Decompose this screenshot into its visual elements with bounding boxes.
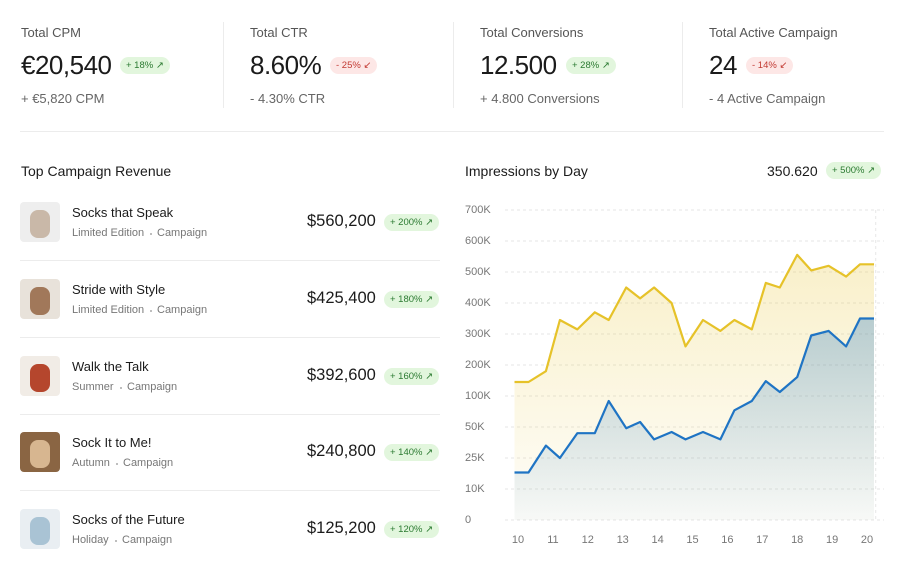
x-tick-label: 12 <box>582 534 594 546</box>
campaign-revenue: $125,200 <box>307 519 376 538</box>
chart-title: Impressions by Day <box>465 163 588 179</box>
x-tick-label: 13 <box>617 534 629 546</box>
kpi-sub: - 4 Active Campaign <box>709 91 826 106</box>
campaign-name: Socks that Speak <box>72 205 174 220</box>
dot <box>115 540 117 543</box>
kpi-label: Total CTR <box>250 25 308 40</box>
dot <box>150 309 152 312</box>
campaign-name: Sock It to Me! <box>72 435 152 451</box>
kpi-value: 8.60% <box>250 50 322 80</box>
campaign-revenue: $425,400 <box>307 288 376 307</box>
x-tick-label: 11 <box>547 534 558 546</box>
thumbnail <box>20 432 60 473</box>
campaign-name: Walk the Talk <box>72 358 149 374</box>
area <box>514 318 874 520</box>
summary-value: 350.620 <box>767 163 818 179</box>
dot <box>116 463 118 466</box>
campaign-badge: + 160% ↗ <box>384 367 440 385</box>
kpi-value: 24 <box>709 50 737 80</box>
kpi-sub: + 4.800 Conversions <box>480 91 600 106</box>
campaign-tag: Limited Edition <box>72 227 145 239</box>
campaign-badge: + 180% ↗ <box>384 290 440 308</box>
kpi-label: Total CPM <box>21 25 81 40</box>
campaign-kind: Campaign <box>123 457 174 470</box>
divider <box>20 131 884 132</box>
campaign-badge: + 200% ↗ <box>384 214 440 231</box>
column-divider <box>682 22 683 108</box>
kpi-badge: - 25% ↙ <box>330 57 378 74</box>
y-tick-label: 400K <box>465 297 491 309</box>
thumbnail-shape <box>30 363 50 392</box>
campaign-revenue: $560,200 <box>307 212 376 230</box>
row-divider <box>20 490 440 492</box>
x-tick-label: 10 <box>512 534 524 546</box>
x-tick-label: 18 <box>791 534 803 546</box>
x-tick-label: 19 <box>826 534 838 546</box>
line <box>514 253 874 384</box>
row-divider <box>20 260 440 261</box>
y-tick-label: 600K <box>465 235 491 247</box>
thumbnail <box>20 509 60 550</box>
kpi-label: Total Active Campaign <box>709 25 838 40</box>
dot <box>150 233 152 235</box>
campaign-name: Socks of the Future <box>72 512 185 528</box>
kpi-badge: - 14% ↙ <box>746 57 794 74</box>
x-tick-label: 20 <box>861 534 873 546</box>
y-tick-label: 50K <box>465 421 485 433</box>
thumbnail-shape <box>30 286 50 315</box>
column-divider <box>453 22 454 108</box>
y-tick-label: 100K <box>465 390 491 402</box>
y-tick-label: 300K <box>465 328 491 340</box>
y-tick-label: 500K <box>465 266 491 278</box>
campaign-revenue: $240,800 <box>307 442 376 461</box>
campaign-tag: Limited Edition <box>72 303 145 316</box>
thumbnail <box>20 202 60 242</box>
row-divider <box>20 336 440 338</box>
column-divider <box>223 22 224 108</box>
y-tick-label: 0 <box>465 514 471 526</box>
kpi-value: €20,540 <box>21 50 112 80</box>
section-title: Top Campaign Revenue <box>21 163 172 179</box>
x-tick-label: 16 <box>721 534 733 546</box>
campaign-name: Stride with Style <box>72 281 166 297</box>
thumbnail-shape <box>30 440 50 469</box>
campaign-revenue: $392,600 <box>307 365 376 384</box>
x-tick-label: 14 <box>651 534 663 546</box>
campaign-tag: Autumn <box>72 457 110 470</box>
thumbnail-shape <box>30 517 50 546</box>
campaign-badge: + 120% ↗ <box>384 521 440 539</box>
x-tick-label: 15 <box>686 534 698 546</box>
x-tick-label: 17 <box>756 534 768 546</box>
kpi-badge: + 18% ↗ <box>120 57 170 74</box>
thumbnail <box>20 355 60 396</box>
y-tick-label: 700K <box>465 204 491 216</box>
y-tick-label: 25K <box>465 452 485 464</box>
thumbnail <box>20 278 60 319</box>
campaign-badge: + 140% ↗ <box>384 444 440 462</box>
campaign-kind: Campaign <box>127 380 178 393</box>
kpi-sub: - 4.30% CTR <box>250 91 326 106</box>
row-divider <box>20 413 440 415</box>
campaign-tag: Holiday <box>72 534 109 547</box>
y-tick-label: 200K <box>465 359 491 371</box>
thumbnail-shape <box>30 210 50 238</box>
campaign-kind: Campaign <box>157 303 208 316</box>
kpi-badge: + 28% ↗ <box>566 57 616 74</box>
kpi-label: Total Conversions <box>480 25 584 40</box>
dot <box>120 386 122 389</box>
summary-badge: + 500% ↗ <box>826 162 882 179</box>
kpi-sub: + €5,820 CPM <box>21 91 105 106</box>
line <box>514 317 874 474</box>
campaign-tag: Summer <box>72 380 114 393</box>
y-tick-label: 10K <box>465 483 485 495</box>
campaign-kind: Campaign <box>157 227 208 239</box>
campaign-kind: Campaign <box>122 534 173 547</box>
kpi-value: 12.500 <box>480 50 557 80</box>
